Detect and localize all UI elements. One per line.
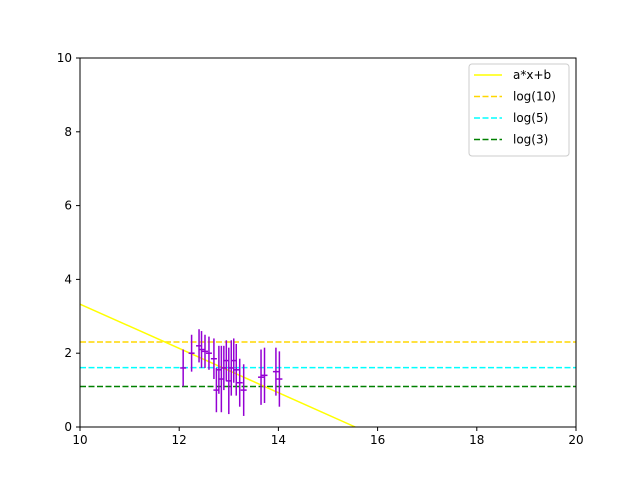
legend: a*x+b log(10) log(5) log(3): [468, 63, 570, 157]
x-tick-label: 10: [72, 433, 87, 447]
x-tick-label: 18: [469, 433, 484, 447]
y-tick-label: 8: [64, 125, 72, 139]
legend-item: a*x+b: [474, 68, 551, 82]
y-tick-label: 6: [64, 199, 72, 213]
legend-label: a*x+b: [513, 68, 551, 82]
errorbar-point: [180, 349, 187, 387]
y-tick-label: 2: [64, 346, 72, 360]
errorbar-point: [236, 358, 243, 407]
errorbar-point: [210, 338, 217, 380]
legend-item: log(5): [474, 111, 548, 125]
y-tick-label: 4: [64, 272, 72, 286]
legend-box: [468, 63, 570, 157]
y-tick-label: 0: [64, 420, 72, 434]
x-tick-label: 12: [172, 433, 187, 447]
errorbar-point: [258, 349, 265, 405]
errorbar-point: [188, 334, 195, 372]
errorbar-point: [198, 331, 205, 368]
plot-content: [80, 303, 576, 427]
errorbar-point: [233, 343, 240, 396]
errorbar-point: [201, 334, 208, 368]
legend-item: log(3): [474, 133, 548, 147]
y-tick-label: 10: [57, 51, 72, 65]
x-tick-label: 16: [370, 433, 385, 447]
x-tick-label: 20: [568, 433, 583, 447]
x-tick-label: 14: [271, 433, 286, 447]
plot-area: [79, 57, 577, 428]
axis-ticks: 10 12 14 16 18 20 0 2 4 6 8 10: [57, 51, 584, 447]
errorbar-point: [205, 336, 212, 370]
legend-item: log(10): [474, 90, 556, 104]
fit-line: [80, 303, 356, 427]
legend-label: log(5): [513, 111, 548, 125]
legend-label: log(10): [513, 90, 556, 104]
errorbar-point: [272, 347, 279, 396]
errorbar-point: [240, 364, 247, 416]
errorbar-point: [261, 347, 268, 404]
legend-label: log(3): [513, 133, 548, 147]
errorbar-point: [276, 351, 283, 407]
